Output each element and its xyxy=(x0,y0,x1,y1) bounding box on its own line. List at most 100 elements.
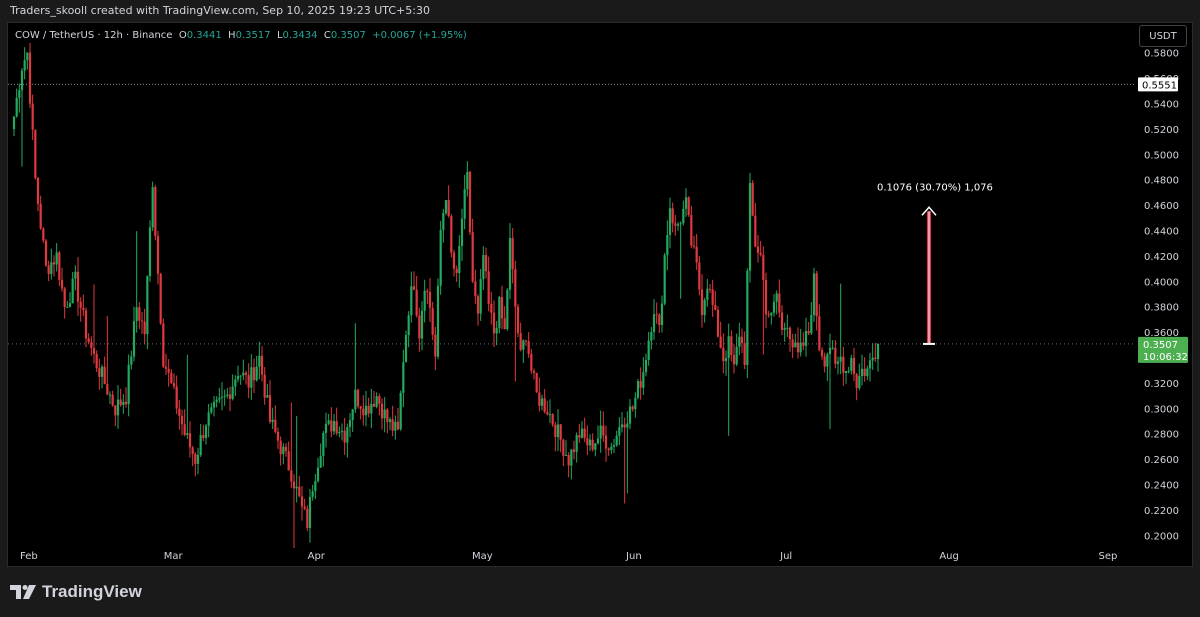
tradingview-logo[interactable]: TradingView xyxy=(10,582,142,602)
candle xyxy=(708,284,712,293)
candle-body xyxy=(34,129,37,178)
hline-price-box[interactable] xyxy=(1138,77,1178,92)
candle-body xyxy=(148,227,152,277)
candle-body xyxy=(167,368,170,373)
candle-body xyxy=(236,375,240,380)
candle-body xyxy=(127,364,130,405)
last-price-label: 0.3507 xyxy=(1143,340,1178,351)
candle-body xyxy=(628,406,632,424)
chart-frame[interactable] xyxy=(7,22,1193,567)
candle xyxy=(698,256,701,296)
candle xyxy=(594,443,597,457)
candle-body xyxy=(258,355,261,367)
candle xyxy=(23,47,26,80)
candle xyxy=(412,271,416,291)
candle xyxy=(474,269,477,304)
candle-body xyxy=(850,357,853,371)
candle xyxy=(786,314,789,338)
candle-body xyxy=(282,446,285,455)
candle xyxy=(106,316,109,395)
candle-body xyxy=(55,252,58,265)
candle xyxy=(36,177,40,212)
candle xyxy=(92,284,96,364)
candle-body xyxy=(831,347,834,349)
candle xyxy=(599,410,602,453)
candle-body xyxy=(274,419,277,432)
candle-body xyxy=(682,208,685,224)
candle-body xyxy=(164,366,168,369)
candle-body xyxy=(226,394,229,396)
candle xyxy=(455,265,458,283)
candle xyxy=(247,363,250,399)
candle xyxy=(724,350,728,376)
candle-body xyxy=(316,467,320,482)
candle xyxy=(815,270,818,331)
candle xyxy=(234,375,237,397)
candle-body xyxy=(591,439,594,450)
candle-body xyxy=(172,383,176,387)
candle-body xyxy=(626,423,629,428)
candle-body xyxy=(106,384,109,395)
y-tick-label: 0.4000 xyxy=(1144,277,1179,288)
candle-body xyxy=(754,215,757,247)
candle xyxy=(314,473,317,500)
candle-body xyxy=(436,285,440,357)
candle xyxy=(828,333,832,430)
candle xyxy=(404,330,408,363)
candle-body xyxy=(82,307,85,311)
candle xyxy=(380,398,384,430)
candle xyxy=(63,286,66,319)
candle xyxy=(202,424,205,442)
candle-body xyxy=(255,366,258,381)
candle xyxy=(215,396,218,408)
currency-selector[interactable]: USDT xyxy=(1139,25,1187,47)
candle xyxy=(244,370,248,385)
candle xyxy=(636,378,640,400)
y-tick-label: 0.2000 xyxy=(1144,531,1179,542)
candle-body xyxy=(642,372,645,388)
candle xyxy=(596,425,600,445)
candle-body xyxy=(100,366,104,377)
candle-body xyxy=(444,200,448,214)
candle-body xyxy=(300,496,304,507)
candle-body xyxy=(479,279,482,314)
candle-body xyxy=(535,372,538,393)
candle xyxy=(258,341,261,380)
candle-body xyxy=(804,331,808,346)
candle xyxy=(68,292,72,308)
candle xyxy=(783,322,786,342)
candle xyxy=(338,426,341,438)
candle-body xyxy=(370,403,373,414)
tradingview-brand: TradingView xyxy=(42,582,142,601)
candle xyxy=(479,269,482,321)
candle xyxy=(591,433,594,452)
candle-body xyxy=(364,405,368,416)
candle xyxy=(855,372,858,401)
candle-body xyxy=(690,215,693,246)
candle-body xyxy=(530,353,533,371)
candle-body xyxy=(346,427,349,443)
candle xyxy=(538,377,541,412)
candle xyxy=(746,268,749,379)
y-tick-label: 0.2400 xyxy=(1144,481,1179,492)
x-tick-label: Apr xyxy=(308,551,326,562)
candle-body xyxy=(839,356,842,362)
candle-body xyxy=(700,289,704,316)
candle xyxy=(562,438,565,466)
symbol-legend[interactable]: COW / TetherUS · 12h · Binance O0.3441 H… xyxy=(15,30,467,41)
candle-body xyxy=(644,359,648,373)
candle xyxy=(420,301,424,351)
candle xyxy=(602,411,605,442)
candle xyxy=(143,308,146,345)
candle-body xyxy=(138,307,141,321)
candle xyxy=(751,180,754,217)
candle-body xyxy=(871,357,874,361)
candle-body xyxy=(407,315,410,335)
candle-body xyxy=(183,424,186,435)
candle-body xyxy=(583,428,586,439)
candle xyxy=(28,42,32,109)
candle-body xyxy=(732,355,736,365)
candle-body xyxy=(658,314,661,325)
candle xyxy=(191,445,194,467)
